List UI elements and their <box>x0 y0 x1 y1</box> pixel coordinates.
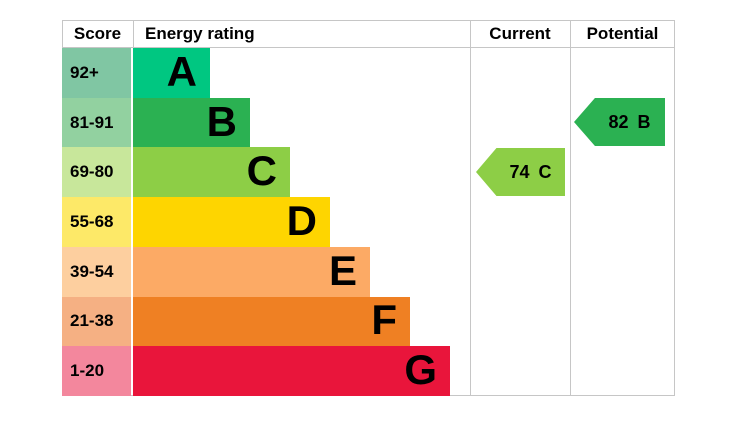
band-letter-a: A <box>166 47 197 95</box>
band-letter-b: B <box>206 97 237 145</box>
band-row-d: 55-68 D <box>62 197 675 247</box>
table-header-row: Score Energy rating Current Potential <box>62 21 675 47</box>
current-column-divider <box>470 20 471 396</box>
table-top-border <box>62 20 675 21</box>
band-letter-g: G <box>404 346 437 394</box>
epc-table: Score Energy rating Current Potential 92… <box>62 20 675 396</box>
current-rating-arrow: 74 C <box>476 148 565 196</box>
current-score-value: 74 <box>509 161 530 182</box>
potential-column-divider <box>570 20 571 396</box>
score-header: Score <box>73 24 122 43</box>
current-header: Current <box>489 24 551 43</box>
band-row-f: 21-38 F <box>62 296 675 347</box>
band-row-c: 69-80 C <box>62 147 675 198</box>
band-bar-b: B <box>133 97 250 148</box>
potential-score-value: 82 <box>608 111 629 132</box>
band-bar-f: F <box>133 296 410 347</box>
band-letter-d: D <box>286 196 317 244</box>
table-left-border <box>62 20 63 47</box>
band-score-c: 69-80 <box>62 147 131 198</box>
band-bar-e: E <box>133 246 370 297</box>
band-score-b: 81-91 <box>62 97 131 148</box>
band-score-g: 1-20 <box>62 346 131 396</box>
band-letter-f: F <box>371 296 397 344</box>
band-bar-d: D <box>133 197 330 247</box>
band-rows: 92+ A 81-91 B 69-80 C 55-68 D 39-54 E 21… <box>62 48 675 396</box>
band-bar-g: G <box>133 346 450 396</box>
potential-header: Potential <box>586 24 659 43</box>
band-row-a: 92+ A <box>62 48 675 98</box>
band-bar-a: A <box>133 48 210 98</box>
table-right-border <box>674 20 675 396</box>
header-bottom-border <box>62 47 675 48</box>
potential-rating-arrow: 82 B <box>574 98 665 146</box>
band-row-b: 81-91 B <box>62 97 675 148</box>
potential-band-letter: B <box>637 111 651 132</box>
band-score-f: 21-38 <box>62 296 131 347</box>
energy-rating-header: Energy rating <box>145 24 255 43</box>
current-band-letter: C <box>538 161 552 182</box>
band-letter-e: E <box>328 246 357 294</box>
band-score-e: 39-54 <box>62 246 131 297</box>
band-score-d: 55-68 <box>62 197 131 247</box>
band-score-a: 92+ <box>62 48 131 98</box>
band-bar-c: C <box>133 147 290 198</box>
band-letter-c: C <box>246 147 277 195</box>
score-column-divider <box>133 20 134 47</box>
band-row-g: 1-20 G <box>62 346 675 396</box>
band-row-e: 39-54 E <box>62 246 675 297</box>
